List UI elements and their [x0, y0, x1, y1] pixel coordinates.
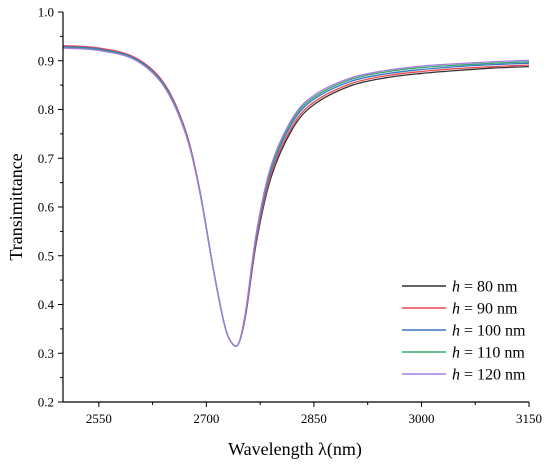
y-tick-label: 0.7 [38, 151, 55, 166]
series-line-5 [62, 47, 530, 348]
axes-layer: 0.2 0.3 0.4 0.5 0.6 0.7 0.8 0.9 1.0 2550 2700 2850 3… [38, 5, 542, 427]
y-tick-label: 0.6 [38, 200, 55, 215]
x-axis-title: Wavelength λ(nm) [228, 439, 362, 460]
legend-label-1: h = 80 nm [452, 279, 518, 296]
legend-label-2: h = 90 nm [452, 301, 518, 318]
legend-label-4: h = 110 nm [452, 345, 525, 362]
y-tick-label: 0.2 [38, 395, 54, 410]
legend-label-5: h = 120 nm [452, 367, 526, 384]
x-tick-label: 2550 [86, 411, 112, 426]
y-tick-label: 0.4 [38, 297, 55, 312]
y-tick-label: 1.0 [38, 5, 54, 20]
x-tick-label: 2700 [193, 411, 219, 426]
y-tick-label: 0.8 [38, 102, 54, 117]
y-tick-label: 0.5 [38, 248, 54, 263]
legend: h = 80 nm h = 90 nm h = 100 nm h = 110 nm h … [402, 279, 526, 384]
x-tick-label: 2850 [301, 411, 327, 426]
y-tick-label: 0.9 [38, 53, 54, 68]
y-tick-label: 0.3 [38, 346, 54, 361]
x-tick-label: 3150 [516, 411, 542, 426]
x-tick-label: 3000 [408, 411, 434, 426]
legend-label-3: h = 100 nm [452, 323, 526, 340]
series-layer [62, 44, 530, 348]
y-axis-title: Transimittance [6, 153, 26, 260]
